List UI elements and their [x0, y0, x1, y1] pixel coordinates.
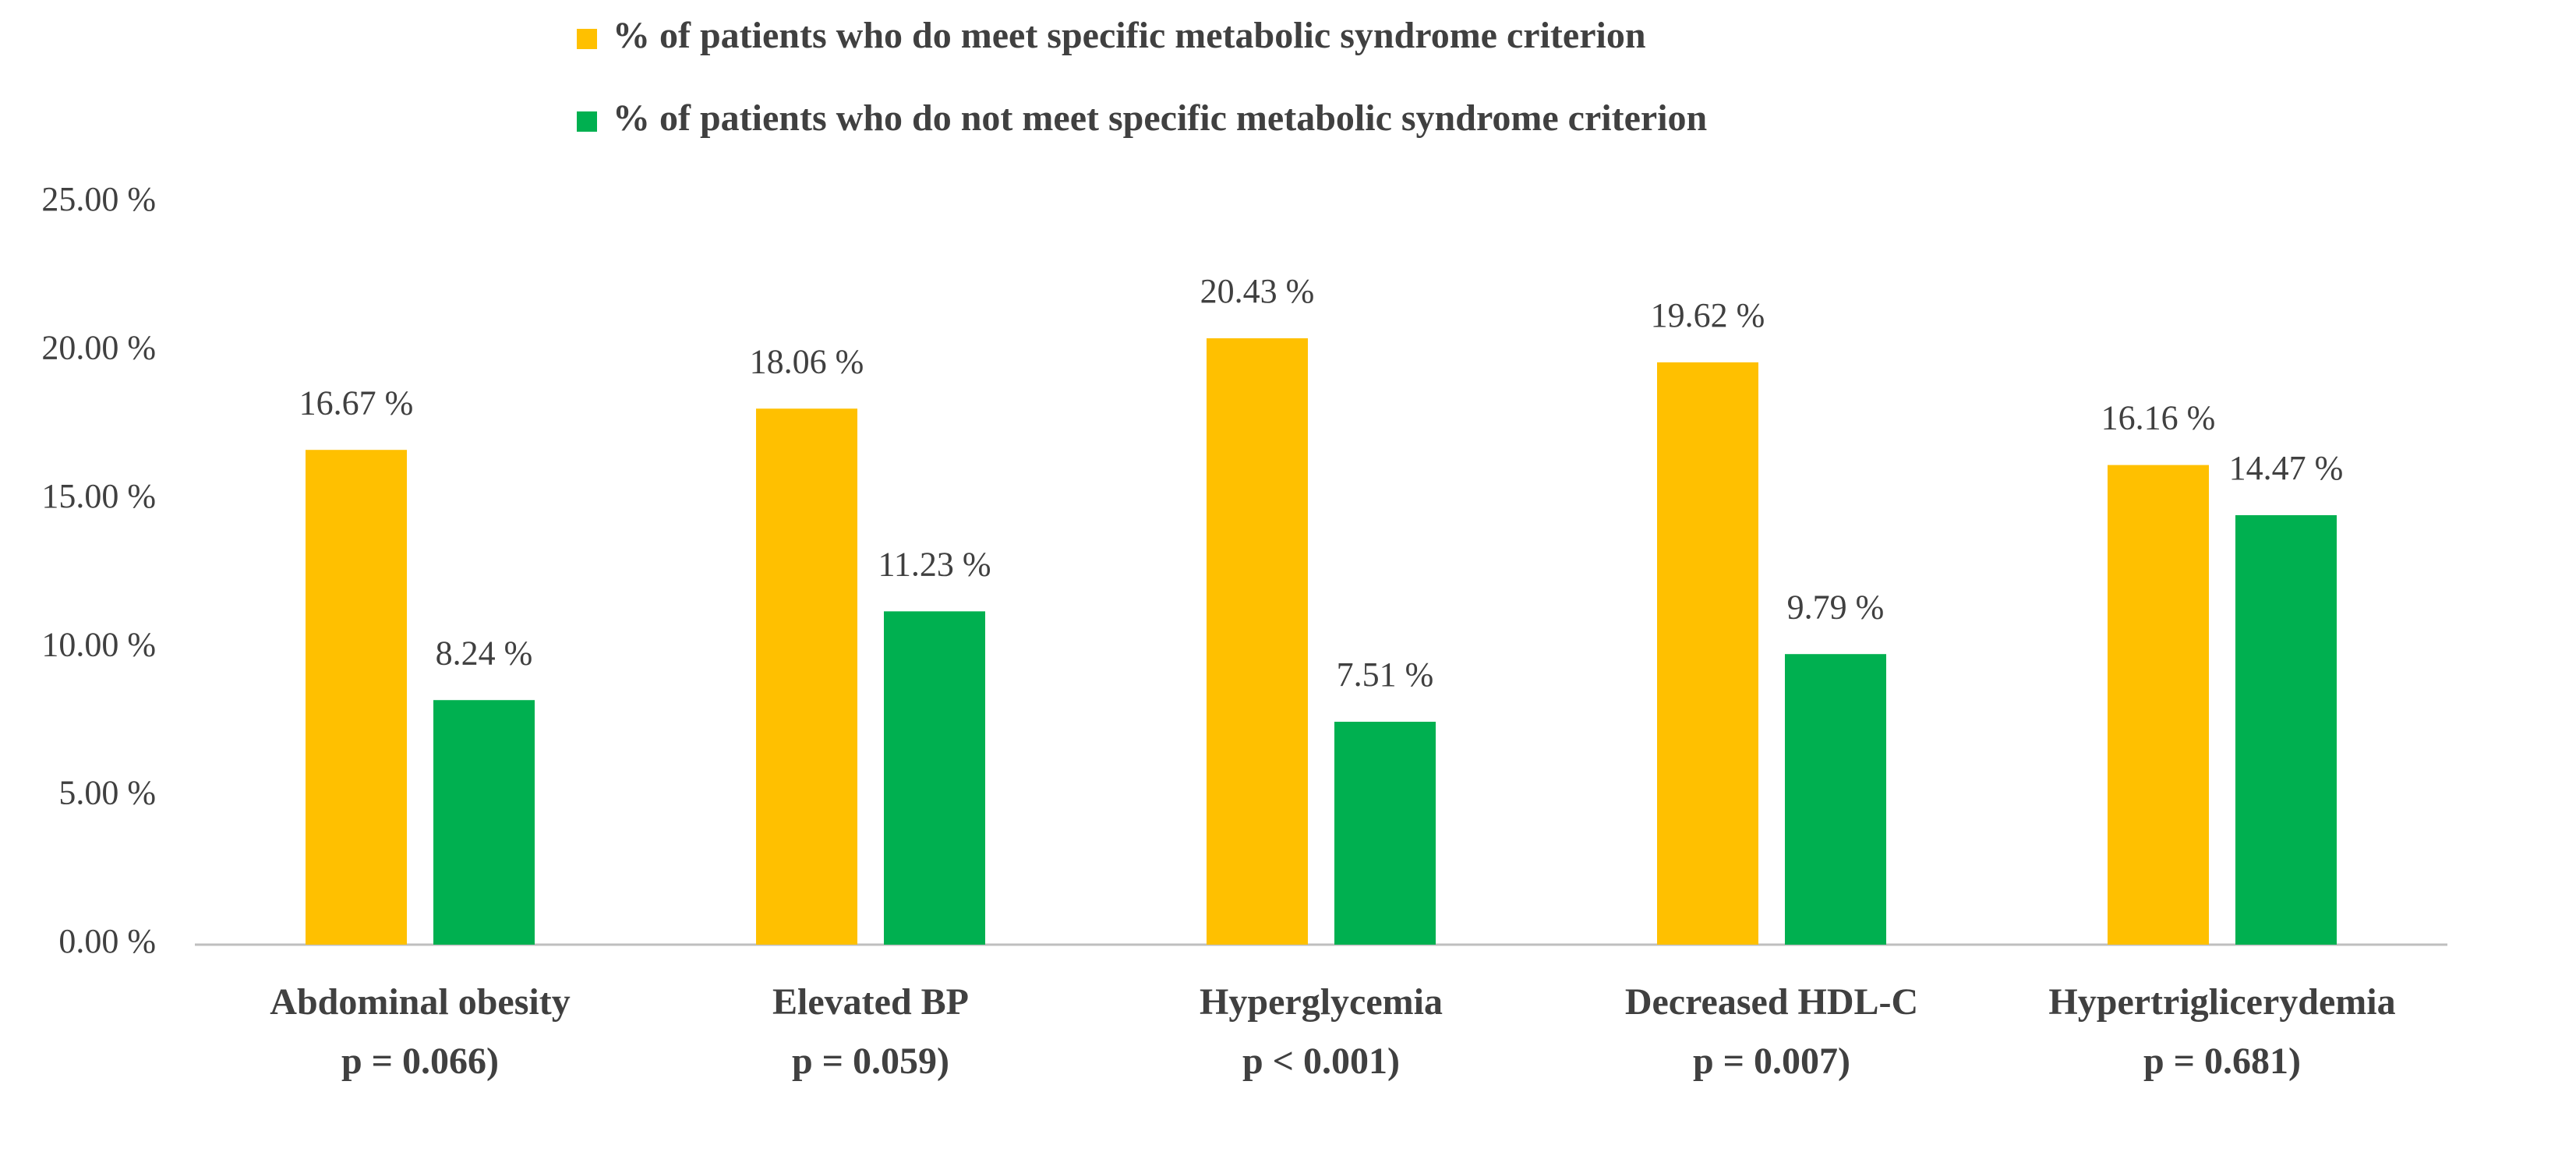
legend-swatch: [577, 111, 597, 132]
x-tick-label: Elevated BP: [772, 981, 969, 1023]
y-tick-label: 10.00 %: [41, 625, 156, 663]
bar: [1207, 338, 1308, 945]
bar: [884, 611, 985, 945]
bar: [2108, 465, 2209, 945]
legend-swatch: [577, 29, 597, 49]
x-tick-note: p = 0.059): [792, 1041, 949, 1082]
y-tick-label: 15.00 %: [41, 477, 156, 515]
y-tick-label: 20.00 %: [41, 328, 156, 366]
value-label: 8.24 %: [436, 634, 533, 672]
bar: [433, 700, 535, 945]
x-tick-label: Decreased HDL-C: [1625, 981, 1918, 1023]
x-tick-label: Abdominal obesity: [270, 981, 570, 1023]
y-tick-label: 25.00 %: [41, 180, 156, 218]
value-label: 16.67 %: [299, 383, 414, 422]
x-tick-note: p = 0.007): [1693, 1041, 1850, 1082]
value-label: 11.23 %: [878, 545, 991, 583]
bar: [306, 450, 407, 945]
legend-label: % of patients who do meet specific metab…: [613, 15, 1646, 56]
value-label: 9.79 %: [1787, 588, 1885, 626]
x-tick-note: p < 0.001): [1242, 1041, 1400, 1082]
value-label: 18.06 %: [750, 342, 864, 380]
bar: [2235, 514, 2337, 945]
x-tick-note: p = 0.681): [2143, 1041, 2301, 1082]
value-label: 7.51 %: [1337, 655, 1434, 694]
x-tick-note: p = 0.066): [341, 1041, 499, 1082]
bar: [1334, 722, 1436, 945]
bar: [756, 408, 857, 945]
bar: [1657, 362, 1758, 945]
y-tick-label: 0.00 %: [58, 922, 156, 960]
bar: [1785, 654, 1886, 945]
x-tick-label: Hyperglycemia: [1200, 981, 1443, 1023]
value-label: 16.16 %: [2101, 399, 2216, 437]
value-label: 19.62 %: [1651, 296, 1765, 334]
value-label: 20.43 %: [1200, 272, 1315, 310]
value-label: 14.47 %: [2229, 449, 2344, 487]
legend-label: % of patients who do not meet specific m…: [613, 97, 1707, 139]
y-tick-label: 5.00 %: [58, 774, 156, 812]
x-tick-label: Hypertriglicerydemia: [2048, 981, 2395, 1023]
